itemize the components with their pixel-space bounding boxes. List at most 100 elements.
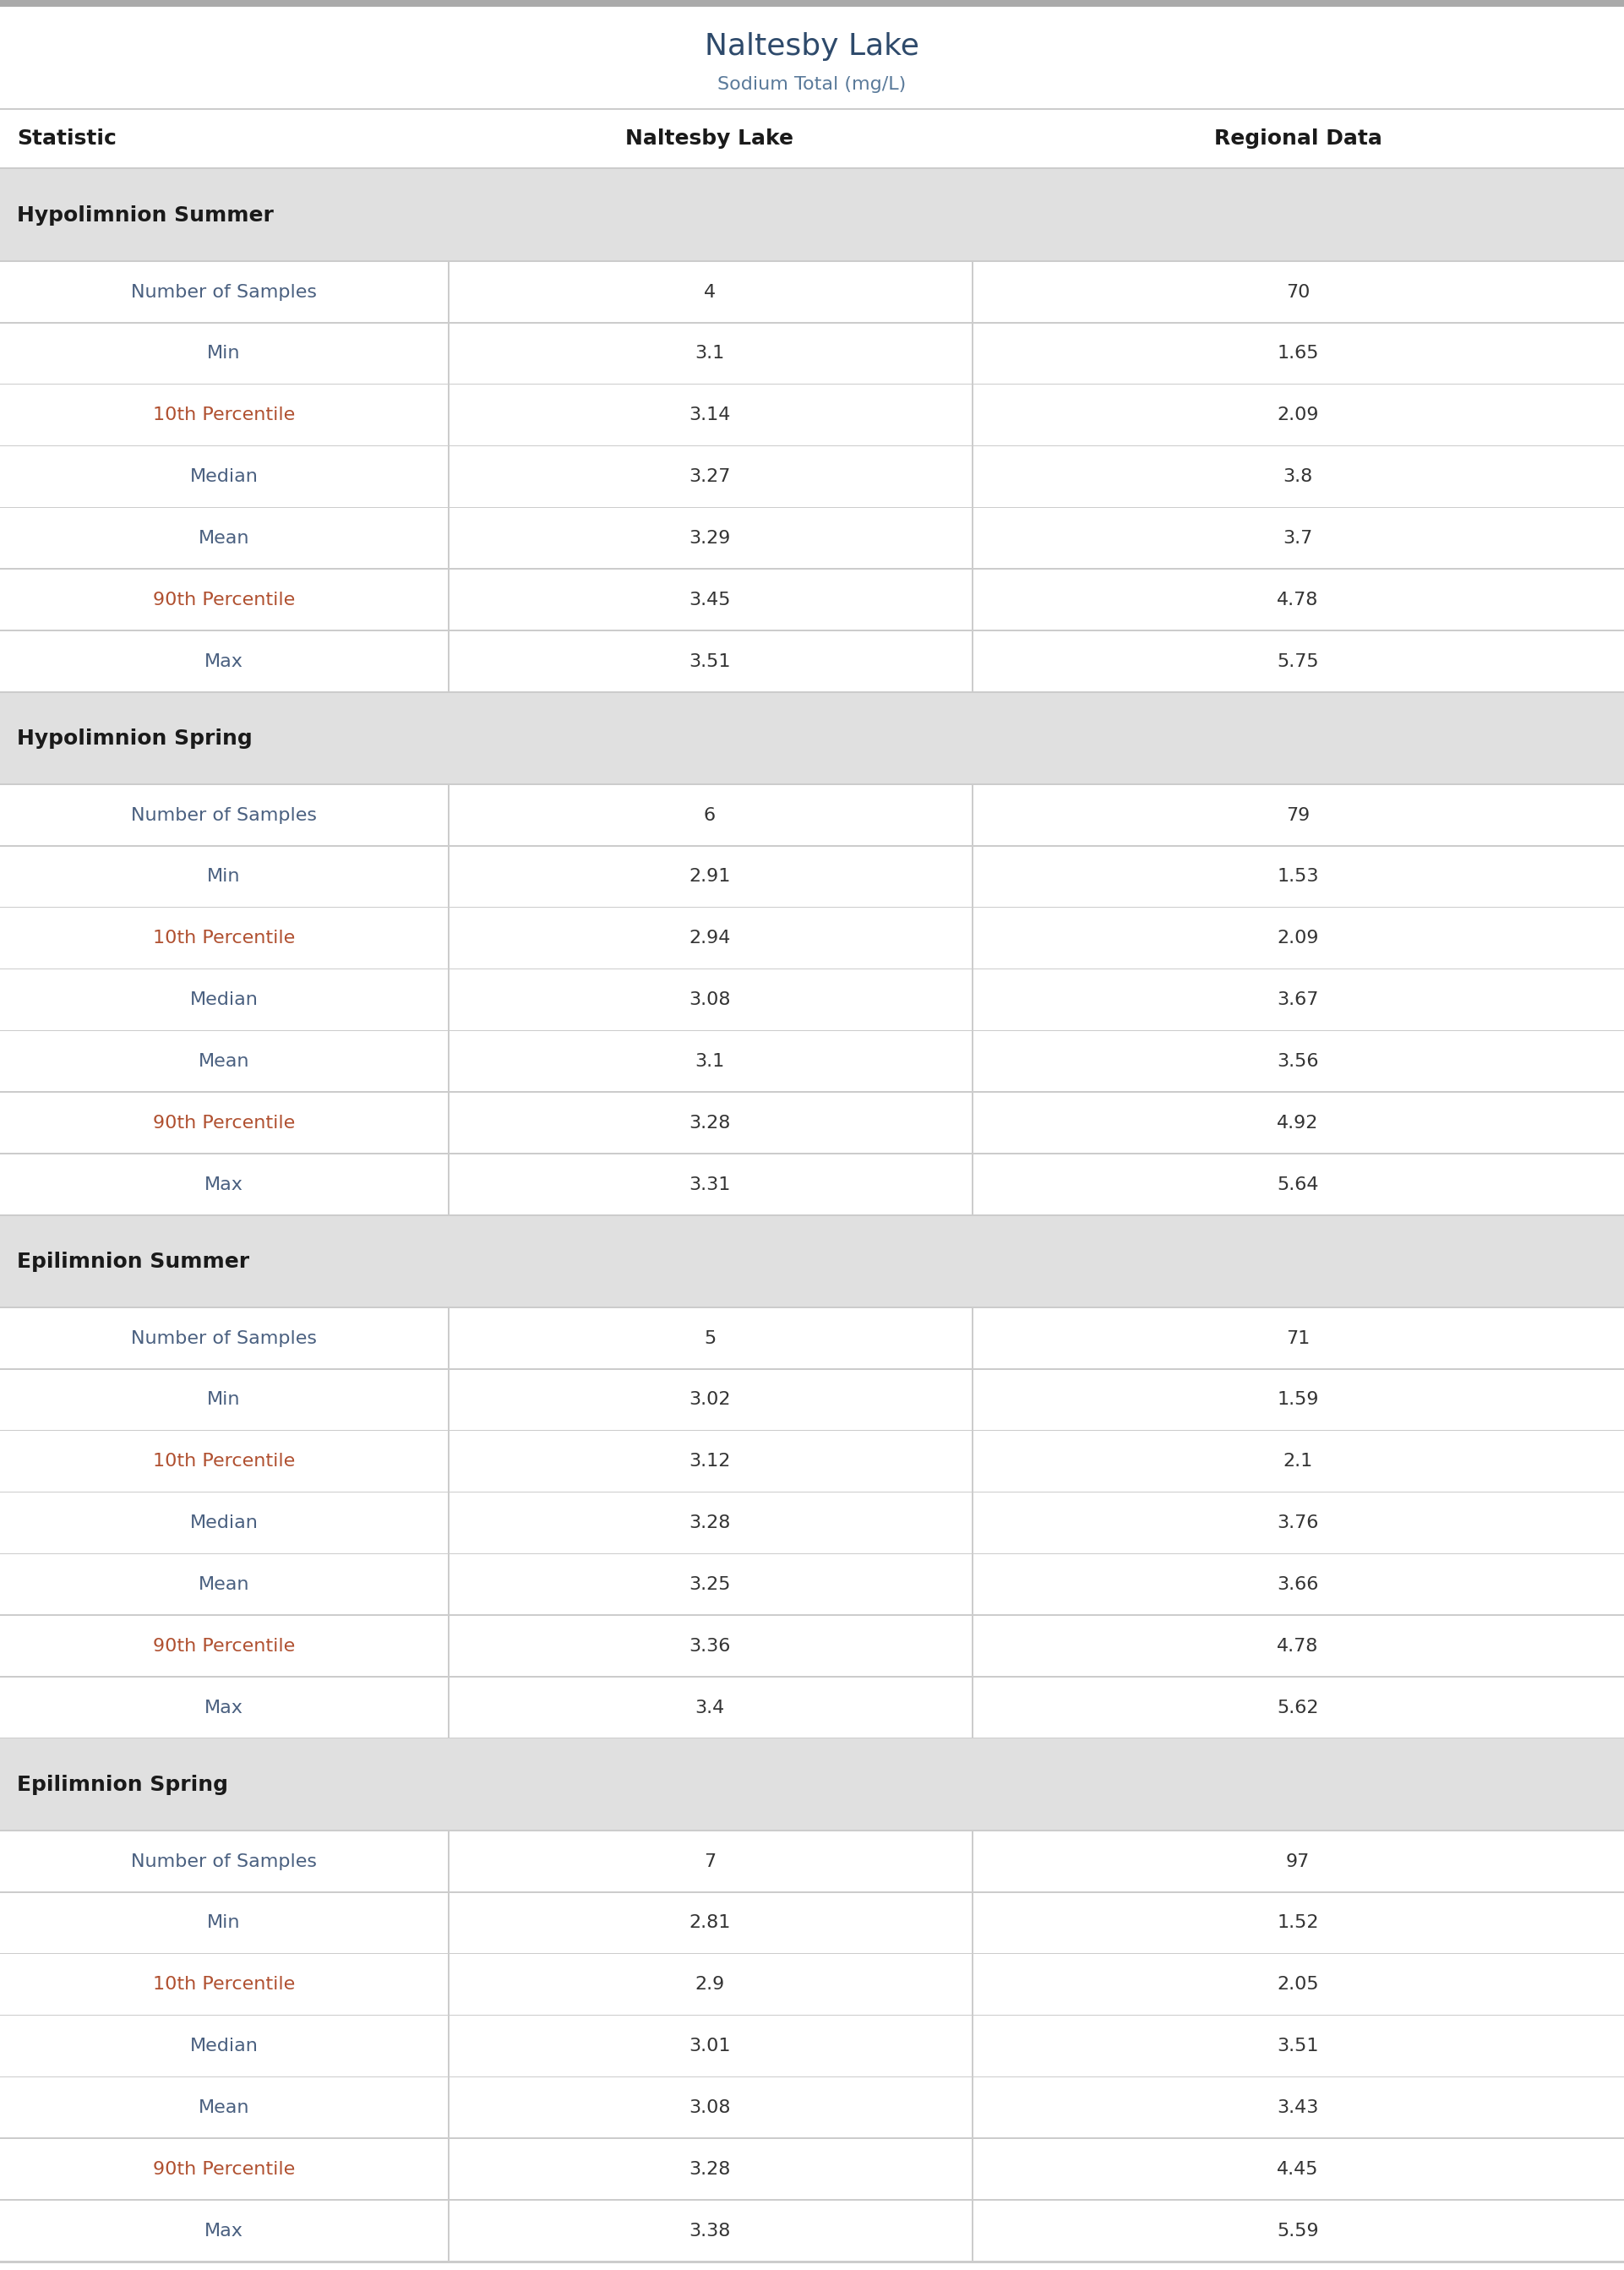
Text: 97: 97 [1286,1852,1311,1870]
Bar [0,1491,1624,1553]
Text: Number of Samples: Number of Samples [132,1330,317,1346]
Bar [0,1153,1624,1214]
Text: 3.51: 3.51 [1276,2038,1319,2054]
Text: 5.64: 5.64 [1276,1176,1319,1194]
Text: 3.66: 3.66 [1276,1575,1319,1594]
Bar [0,508,1624,570]
Text: 5.59: 5.59 [1276,2222,1319,2238]
Text: 6: 6 [703,806,716,824]
Text: Min: Min [208,869,240,885]
Text: 3.02: 3.02 [689,1392,731,1407]
Text: Mean: Mean [198,1053,250,1069]
Bar [0,570,1624,631]
Text: Max: Max [205,1176,244,1194]
Text: 3.45: 3.45 [689,592,731,608]
Text: 3.51: 3.51 [689,654,731,670]
Text: 3.01: 3.01 [689,2038,731,2054]
Bar [0,384,1624,445]
Text: 10th Percentile: 10th Percentile [153,1453,296,1471]
Text: 4.45: 4.45 [1276,2161,1319,2177]
Bar [0,969,1624,1031]
Text: 3.4: 3.4 [695,1700,724,1716]
Text: 7: 7 [703,1852,716,1870]
Text: Epilimnion Summer: Epilimnion Summer [16,1251,250,1271]
Text: 3.08: 3.08 [689,2100,731,2116]
Text: Epilimnion Spring: Epilimnion Spring [16,1775,227,1796]
Bar [0,1739,1624,1830]
Text: Number of Samples: Number of Samples [132,284,317,300]
Bar [0,2077,1624,2138]
Bar [0,1954,1624,2016]
Text: 3.27: 3.27 [689,468,731,486]
Text: 10th Percentile: 10th Percentile [153,931,296,947]
Text: 3.08: 3.08 [689,992,731,1008]
Bar [0,908,1624,969]
Text: Mean: Mean [198,1575,250,1594]
Text: 3.7: 3.7 [1283,529,1312,547]
Text: 1.52: 1.52 [1276,1914,1319,1932]
Text: 71: 71 [1286,1330,1311,1346]
Text: Mean: Mean [198,529,250,547]
Text: 3.36: 3.36 [689,1637,731,1655]
Text: Max: Max [205,654,244,670]
Text: Naltesby Lake: Naltesby Lake [705,32,919,61]
Text: 4: 4 [703,284,716,300]
Text: Number of Samples: Number of Samples [132,1852,317,1870]
Text: 2.9: 2.9 [695,1977,724,1993]
Bar [0,2200,1624,2261]
Bar [0,1430,1624,1491]
Bar [0,631,1624,692]
Text: Hypolimnion Summer: Hypolimnion Summer [16,204,274,225]
Text: Mean: Mean [198,2100,250,2116]
Text: 10th Percentile: 10th Percentile [153,1977,296,1993]
Text: Max: Max [205,2222,244,2238]
Text: 5.62: 5.62 [1276,1700,1319,1716]
Bar [0,2016,1624,2077]
Text: Sodium Total (mg/L): Sodium Total (mg/L) [718,77,906,93]
Text: Hypolimnion Spring: Hypolimnion Spring [16,729,252,749]
Bar [0,0,1624,7]
Text: 3.76: 3.76 [1276,1514,1319,1532]
Text: 2.91: 2.91 [689,869,731,885]
Text: 3.67: 3.67 [1276,992,1319,1008]
Bar [0,1553,1624,1616]
Bar [0,785,1624,847]
Bar [0,1214,1624,1308]
Text: 4.92: 4.92 [1276,1115,1319,1130]
Bar [0,692,1624,785]
Text: Median: Median [190,468,258,486]
Text: 2.09: 2.09 [1276,931,1319,947]
Text: 90th Percentile: 90th Percentile [153,1637,296,1655]
Bar [0,1031,1624,1092]
Text: Median: Median [190,992,258,1008]
Text: Statistic: Statistic [16,129,117,150]
Text: 4.78: 4.78 [1276,592,1319,608]
Bar [0,1893,1624,1954]
Text: 2.09: 2.09 [1276,406,1319,424]
Bar [0,1308,1624,1369]
Text: 3.14: 3.14 [689,406,731,424]
Text: 90th Percentile: 90th Percentile [153,1115,296,1130]
Text: 3.38: 3.38 [689,2222,731,2238]
Text: Min: Min [208,1914,240,1932]
Bar [0,322,1624,384]
Text: 5: 5 [703,1330,716,1346]
Text: Regional Data: Regional Data [1213,129,1382,150]
Text: 4.78: 4.78 [1276,1637,1319,1655]
Text: 3.28: 3.28 [689,1115,731,1130]
Text: Min: Min [208,345,240,363]
Bar [0,1830,1624,1893]
Text: Number of Samples: Number of Samples [132,806,317,824]
Text: 3.28: 3.28 [689,2161,731,2177]
Text: 1.65: 1.65 [1276,345,1319,363]
Bar [0,1092,1624,1153]
Text: 1.53: 1.53 [1276,869,1319,885]
Text: 2.94: 2.94 [689,931,731,947]
Bar [0,2138,1624,2200]
Text: 3.31: 3.31 [689,1176,731,1194]
Text: 3.1: 3.1 [695,345,724,363]
Text: Median: Median [190,1514,258,1532]
Bar [0,1616,1624,1678]
Text: 3.8: 3.8 [1283,468,1312,486]
Text: 3.12: 3.12 [689,1453,731,1471]
